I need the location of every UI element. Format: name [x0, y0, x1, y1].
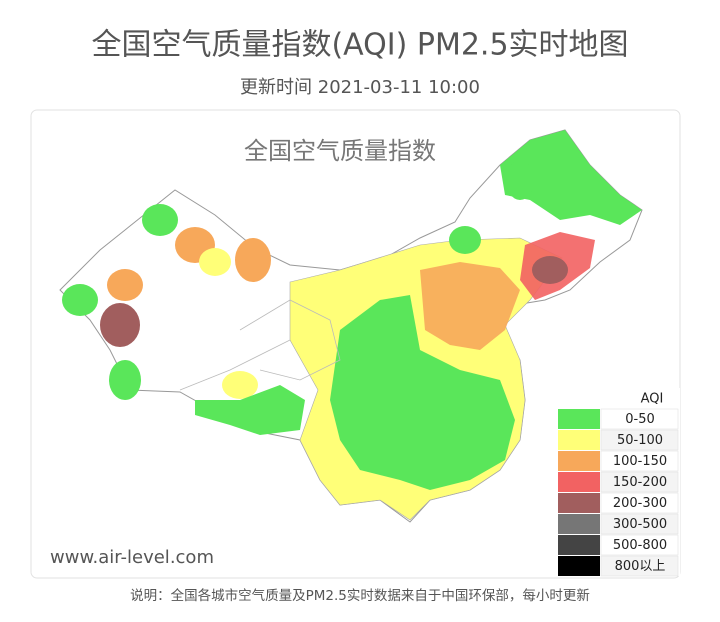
region-unhealthy-sensitive [420, 262, 520, 350]
legend-swatch [558, 514, 600, 534]
blob-good [142, 204, 178, 236]
legend-swatch [558, 430, 600, 450]
legend-swatch [558, 535, 600, 555]
blob-good [195, 385, 305, 435]
blob-good [506, 160, 534, 200]
blob-dark [100, 303, 140, 347]
legend-label-box [600, 450, 679, 472]
legend-label-box [600, 492, 679, 514]
legend-label-box [600, 471, 679, 493]
map-title: 全国空气质量指数 [244, 137, 436, 165]
legend-swatch [558, 451, 600, 471]
legend-swatch [558, 556, 600, 576]
region-good [330, 295, 515, 490]
region-good-northeast [500, 130, 642, 225]
legend-label-box [600, 555, 679, 577]
legend: AQI 0-50 50-100 100-150 150-200 200-300 300-5… [556, 388, 680, 577]
watermark: www.air-level.com [50, 547, 214, 568]
legend-label-box [600, 408, 679, 430]
blob-good [62, 284, 98, 316]
legend-label-box [600, 534, 679, 556]
footer-note: 说明：全国各城市空气质量及PM2.5实时数据来自于中国环保部，每小时更新 [130, 587, 590, 604]
blob-good [109, 360, 141, 400]
blob-orange [235, 238, 271, 282]
legend-label: 300-500 [613, 517, 667, 532]
legend-title: AQI [641, 392, 664, 407]
update-time: 更新时间 2021-03-11 10:00 [240, 77, 480, 98]
province-border [179, 339, 291, 391]
legend-swatch [558, 409, 600, 429]
legend-swatch [558, 493, 600, 513]
blob-yellow [199, 248, 231, 276]
legend-label-box [600, 513, 679, 535]
region-very-unhealthy [532, 256, 568, 284]
legend-label: 800以上 [615, 559, 666, 574]
legend-label: 200-300 [613, 496, 667, 511]
map [59, 129, 643, 523]
blob-yellow [222, 371, 258, 399]
page-title: 全国空气质量指数(AQI) PM2.5实时地图 [91, 28, 628, 63]
legend-label: 50-100 [617, 433, 663, 448]
legend-swatch [558, 472, 600, 492]
legend-label: 0-50 [625, 412, 655, 427]
legend-label: 150-200 [613, 475, 667, 490]
legend-label: 100-150 [613, 454, 667, 469]
blob-orange [107, 269, 143, 301]
legend-label-box [600, 429, 679, 451]
legend-label: 500-800 [613, 538, 667, 553]
blob-good [449, 226, 481, 254]
province-border [239, 299, 341, 381]
